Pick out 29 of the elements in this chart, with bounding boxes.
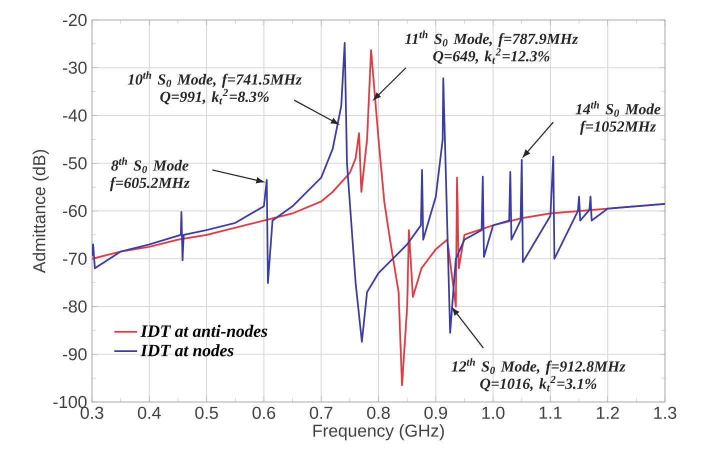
- x-tick-label: 0.7: [310, 406, 332, 419]
- y-tick-label: -60: [63, 204, 87, 218]
- x-tick-label: 1.3: [654, 406, 676, 419]
- x-tick-label: 0.4: [138, 406, 161, 419]
- legend-label: IDT at nodes: [140, 344, 234, 356]
- annotation: 8$^{th}$ S$_{0}$ Mode f=605.2MHz: [110, 157, 190, 192]
- text: 10$^{th}$ S$_{0}$ Mode, f=741.5MHz Q=991, k$_{t}$$^{2}$=8.3%: [128, 71, 302, 104]
- x-tick-label: 0.6: [252, 406, 276, 419]
- x-tick-label: 1.2: [596, 406, 619, 419]
- x-tick-label: 1.0: [482, 406, 504, 419]
- y-axis-title: Admittance (dB): [32, 150, 49, 274]
- legend-label: IDT at anti-nodes: [140, 324, 268, 338]
- x-tick-label: 0.3: [80, 406, 104, 419]
- y-tick-label: -50: [63, 157, 87, 170]
- x-tick-label: 1.1: [540, 406, 562, 419]
- text: 12$^{th}$ S$_{0}$ Mode, f=912.8MHz Q=1016, k$_{t}$$^{2}$=3.1%: [452, 358, 626, 392]
- text: 11$^{th}$ S$_{0}$ Mode, f=787.9MHz Q=649, k$_{t}$$^{2}$=12.3%: [405, 30, 578, 64]
- y-tick-label: -100: [53, 396, 87, 408]
- y-tick-label: -70: [63, 252, 87, 265]
- y-tick-label: -30: [63, 62, 87, 74]
- x-tick-label: 0.5: [195, 406, 218, 419]
- x-tick-label: 0.9: [424, 406, 448, 419]
- x-axis-title: Frequency (GHz): [313, 424, 444, 440]
- annotation: 14$^{th}$ S$_{0}$ Mode f=1052MHz: [576, 100, 660, 135]
- y-tick-label: -20: [63, 14, 87, 26]
- y-tick-label: -90: [63, 348, 87, 360]
- y-tick-label: -40: [63, 109, 87, 122]
- y-tick-label: -80: [63, 300, 87, 313]
- x-tick-label: 0.8: [367, 406, 390, 419]
